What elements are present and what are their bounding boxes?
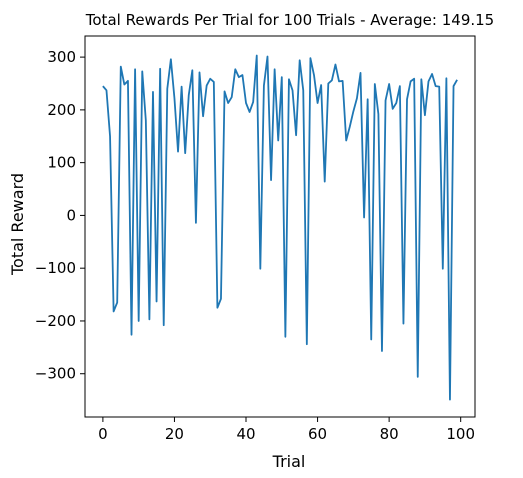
y-tick-label: −300: [35, 365, 76, 383]
y-tick-label: −200: [35, 312, 76, 330]
y-axis-ticks: −300 −200 −100 0 100 200 300: [35, 48, 85, 383]
plot-area: [85, 36, 475, 417]
x-tick-label: 0: [98, 425, 108, 443]
x-axis-label: Trial: [272, 452, 306, 471]
x-axis-ticks: 0 20 40 60 80 100: [98, 417, 475, 443]
y-axis-label: Total Reward: [8, 173, 27, 276]
x-tick-label: 100: [446, 425, 475, 443]
y-tick-label: 100: [47, 154, 76, 172]
y-tick-label: 200: [47, 101, 76, 119]
x-tick-label: 80: [380, 425, 399, 443]
y-tick-label: 300: [47, 48, 76, 66]
x-tick-label: 40: [236, 425, 255, 443]
chart-title: Total Rewards Per Trial for 100 Trials -…: [85, 11, 494, 29]
x-tick-label: 60: [308, 425, 327, 443]
series-line: [103, 56, 457, 400]
y-tick-label: −100: [35, 259, 76, 277]
y-tick-label: 0: [66, 206, 76, 224]
x-tick-label: 20: [165, 425, 184, 443]
